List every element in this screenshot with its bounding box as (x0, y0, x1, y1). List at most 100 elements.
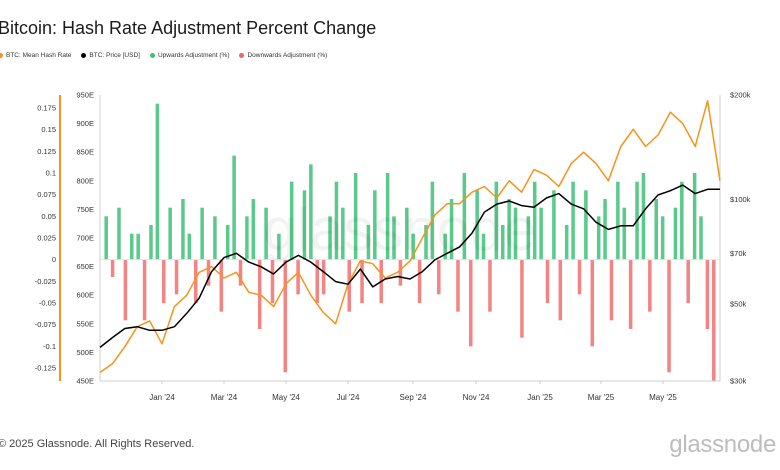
upward-adjustment-bar[interactable] (328, 216, 332, 260)
upward-adjustment-bar[interactable] (264, 207, 268, 260)
upward-adjustment-bar[interactable] (660, 216, 665, 260)
downward-adjustment-bar[interactable] (110, 259, 115, 277)
downward-adjustment-bar[interactable] (238, 259, 243, 286)
downward-adjustment-bar[interactable] (648, 259, 652, 312)
upward-adjustment-bar[interactable] (552, 190, 556, 260)
downward-adjustment-bar[interactable] (417, 259, 422, 303)
downward-adjustment-bar[interactable] (315, 259, 320, 303)
upward-adjustment-bar[interactable] (532, 181, 537, 260)
downward-adjustment-bar[interactable] (162, 259, 166, 303)
upward-adjustment-bar[interactable] (411, 233, 415, 260)
price-tick-label: $70k (730, 249, 747, 258)
upward-adjustment-bar[interactable] (692, 173, 697, 260)
downward-adjustment-bar[interactable] (321, 259, 326, 295)
upward-adjustment-bar[interactable] (596, 216, 601, 260)
downward-adjustment-bar[interactable] (667, 259, 671, 373)
upward-adjustment-bar[interactable] (424, 225, 428, 260)
price-line[interactable] (99, 184, 720, 348)
downward-adjustment-bar[interactable] (296, 259, 300, 295)
upward-adjustment-bar[interactable] (366, 225, 371, 260)
upward-adjustment-bar[interactable] (155, 103, 160, 260)
upward-adjustment-bar[interactable] (513, 207, 518, 260)
downward-adjustment-bar[interactable] (347, 259, 351, 312)
upward-adjustment-bar[interactable] (277, 233, 281, 260)
legend-item-upwards[interactable]: Upwards Adjustment (%) (149, 52, 229, 59)
hash-rate-line[interactable] (99, 99, 721, 374)
upward-adjustment-bar[interactable] (200, 207, 204, 260)
downward-adjustment-bar[interactable] (437, 259, 441, 295)
upward-adjustment-bar[interactable] (245, 216, 249, 260)
upward-adjustment-bar[interactable] (341, 207, 345, 260)
upward-adjustment-bar[interactable] (104, 216, 108, 260)
upward-adjustment-bar[interactable] (699, 216, 703, 260)
upward-adjustment-bar[interactable] (673, 207, 678, 260)
downward-adjustment-bar[interactable] (270, 259, 275, 303)
upward-adjustment-bar[interactable] (500, 225, 505, 260)
upward-adjustment-bar[interactable] (309, 164, 313, 260)
downward-adjustment-bar[interactable] (558, 259, 563, 321)
upward-adjustment-bar[interactable] (571, 181, 575, 260)
upward-adjustment-bar[interactable] (539, 207, 543, 260)
downward-adjustment-bar[interactable] (360, 259, 364, 303)
downward-adjustment-bar[interactable] (705, 259, 710, 329)
upward-adjustment-bar[interactable] (225, 225, 230, 260)
upward-adjustment-bar[interactable] (564, 225, 569, 260)
upward-adjustment-bar[interactable] (232, 155, 236, 260)
downward-adjustment-bar[interactable] (398, 259, 403, 286)
downward-adjustment-bar[interactable] (219, 259, 224, 312)
downward-adjustment-bar[interactable] (712, 259, 716, 381)
downward-adjustment-bar[interactable] (456, 259, 460, 312)
upward-adjustment-bar[interactable] (130, 233, 134, 260)
upward-adjustment-bar[interactable] (641, 173, 646, 260)
upward-adjustment-bar[interactable] (481, 233, 486, 260)
downward-adjustment-bar[interactable] (545, 259, 550, 303)
downward-adjustment-bar[interactable] (577, 259, 582, 295)
x-tick-label: Nov '24 (463, 393, 490, 402)
upward-adjustment-bar[interactable] (213, 216, 217, 260)
legend-item-price[interactable]: BTC: Price [USD] (81, 52, 140, 59)
upward-adjustment-bar[interactable] (603, 199, 607, 260)
upward-adjustment-bar[interactable] (462, 173, 467, 260)
upward-adjustment-bar[interactable] (302, 190, 307, 260)
downward-adjustment-bar[interactable] (520, 259, 524, 338)
upward-adjustment-bar[interactable] (443, 233, 447, 260)
upward-adjustment-bar[interactable] (494, 181, 499, 260)
upward-adjustment-bar[interactable] (385, 173, 390, 260)
legend-item-hash-rate[interactable]: BTC: Mean Hash Rate (0, 52, 71, 59)
upward-adjustment-bar[interactable] (289, 181, 294, 260)
upward-adjustment-bar[interactable] (405, 207, 409, 260)
upward-adjustment-bar[interactable] (373, 190, 377, 260)
downward-adjustment-bar[interactable] (590, 259, 595, 347)
upward-adjustment-bar[interactable] (181, 199, 185, 260)
upward-adjustment-bar[interactable] (392, 216, 396, 260)
upward-adjustment-bar[interactable] (526, 216, 531, 260)
downward-adjustment-bar[interactable] (142, 259, 147, 321)
upward-adjustment-bar[interactable] (584, 190, 588, 260)
downward-adjustment-bar[interactable] (469, 259, 473, 347)
upward-adjustment-bar[interactable] (616, 181, 620, 260)
upward-adjustment-bar[interactable] (251, 199, 256, 260)
downward-adjustment-bar[interactable] (628, 259, 633, 329)
upward-adjustment-bar[interactable] (334, 181, 339, 260)
upward-adjustment-bar[interactable] (136, 233, 140, 260)
upward-adjustment-bar[interactable] (353, 173, 358, 260)
upward-adjustment-bar[interactable] (149, 225, 153, 260)
legend-item-downwards[interactable]: Downwards Adjustment (%) (239, 52, 327, 59)
downward-adjustment-bar[interactable] (193, 259, 198, 303)
upward-adjustment-bar[interactable] (187, 233, 192, 260)
upward-adjustment-bar[interactable] (117, 207, 121, 260)
downward-adjustment-bar[interactable] (174, 259, 179, 295)
downward-adjustment-bar[interactable] (488, 259, 492, 312)
upward-adjustment-bar[interactable] (680, 181, 684, 260)
downward-adjustment-bar[interactable] (283, 259, 288, 373)
upward-adjustment-bar[interactable] (168, 207, 172, 260)
upward-adjustment-bar[interactable] (654, 199, 658, 260)
downward-adjustment-bar[interactable] (686, 259, 690, 303)
upward-adjustment-bar[interactable] (622, 207, 627, 260)
upward-adjustment-bar[interactable] (507, 199, 511, 260)
upward-adjustment-bar[interactable] (449, 199, 454, 260)
downward-adjustment-bar[interactable] (206, 259, 211, 286)
downward-adjustment-bar[interactable] (609, 259, 614, 321)
downward-adjustment-bar[interactable] (123, 259, 128, 321)
